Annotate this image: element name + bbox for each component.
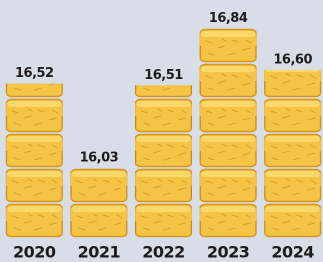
body: {"chart_data": {"type": "bar", "categori…: [0, 0, 323, 262]
value-label: 16,84: [209, 11, 248, 26]
hay-bar: [264, 70, 321, 238]
value-label: 16,60: [273, 52, 312, 67]
value-label: 16,52: [15, 66, 54, 81]
x-tick-label: 2020: [13, 243, 56, 262]
value-label: 16,51: [144, 68, 183, 83]
x-tick-label: 2024: [271, 243, 314, 262]
hay-bar: [135, 85, 192, 238]
x-tick-label: 2022: [142, 243, 185, 262]
page: html, body { margin: 0; padding: 0; widt…: [0, 0, 323, 262]
value-label: 16,03: [80, 151, 119, 166]
x-tick-label: 2023: [207, 243, 250, 262]
hay-bar: [70, 168, 127, 238]
hay-bar: [200, 28, 257, 238]
x-tick-label: 2021: [78, 243, 121, 262]
chart: 16,52 2020 16,03 2021 16,51 2022 16,84 2023 16,6…: [0, 0, 323, 262]
hay-bar: [6, 84, 63, 238]
